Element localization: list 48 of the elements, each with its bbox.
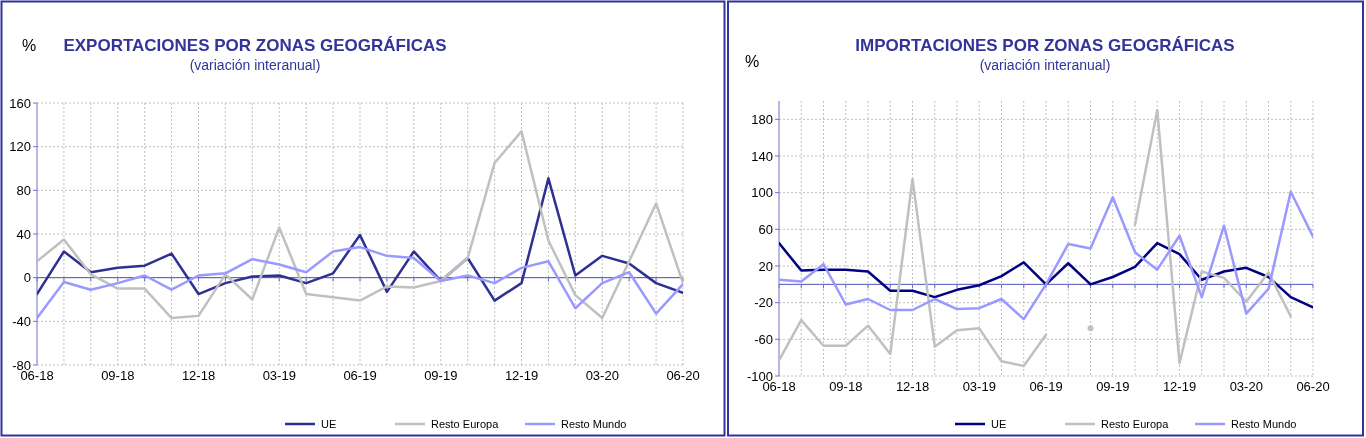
legend-label: Resto Mundo [561, 417, 627, 430]
y-tick-label: -20 [754, 295, 773, 311]
line-series [37, 130, 683, 320]
x-tick-label: 06-18 [762, 379, 796, 394]
y-tick-label: -60 [754, 331, 773, 347]
y-tick-label: 80 [16, 182, 31, 198]
y-axis-title: % [745, 53, 760, 70]
x-tick-label: 06-19 [1029, 379, 1063, 394]
x-tick-label: 09-19 [424, 368, 458, 383]
x-tick-label: 09-19 [1096, 379, 1130, 394]
x-tick-label: 06-18 [20, 368, 54, 383]
legend-label: UE [991, 417, 1007, 430]
chart-title: IMPORTACIONES POR ZONAS GEOGRÁFICAS [855, 36, 1235, 55]
chart-subtitle: (variación interanual) [979, 57, 1111, 73]
legend-label: Resto Europa [1101, 417, 1170, 430]
y-axis-title: % [22, 37, 37, 54]
x-tick-label: 03-19 [262, 368, 296, 383]
x-tick-label: 09-18 [829, 379, 863, 394]
y-tick-label: 160 [9, 95, 31, 111]
legend-label: Resto Europa [431, 417, 500, 430]
y-tick-label: 20 [758, 258, 773, 274]
y-tick-label: 140 [751, 148, 773, 164]
legend-label: UE [321, 417, 337, 430]
y-tick-label: 180 [751, 111, 773, 127]
x-tick-label: 03-19 [962, 379, 996, 394]
x-tick-label: 06-19 [343, 368, 377, 383]
legend-label: Resto Mundo [1231, 417, 1297, 430]
line-series [37, 177, 683, 302]
x-tick-label: 12-19 [504, 368, 539, 383]
y-tick-label: 0 [23, 270, 31, 286]
y-tick-label: 120 [9, 139, 31, 155]
y-tick-label: 100 [751, 185, 773, 201]
y-tick-label: 40 [16, 226, 31, 242]
y-tick-label: 60 [758, 221, 773, 237]
x-tick-label: 03-20 [1229, 379, 1263, 394]
chart-subtitle: (variación interanual) [189, 57, 321, 73]
x-tick-label: 12-18 [181, 368, 216, 383]
line-series [37, 245, 683, 320]
x-tick-label: 12-18 [895, 379, 930, 394]
chart-title: EXPORTACIONES POR ZONAS GEOGRÁFICAS [63, 36, 447, 55]
line-series [779, 241, 1313, 309]
x-tick-label: 06-20 [1296, 379, 1330, 394]
line-series [779, 190, 1313, 321]
y-tick-label: -40 [12, 313, 31, 329]
x-tick-label: 06-20 [666, 368, 700, 383]
x-tick-label: 09-18 [101, 368, 135, 383]
x-tick-label: 03-20 [585, 368, 619, 383]
x-tick-label: 12-19 [1162, 379, 1197, 394]
